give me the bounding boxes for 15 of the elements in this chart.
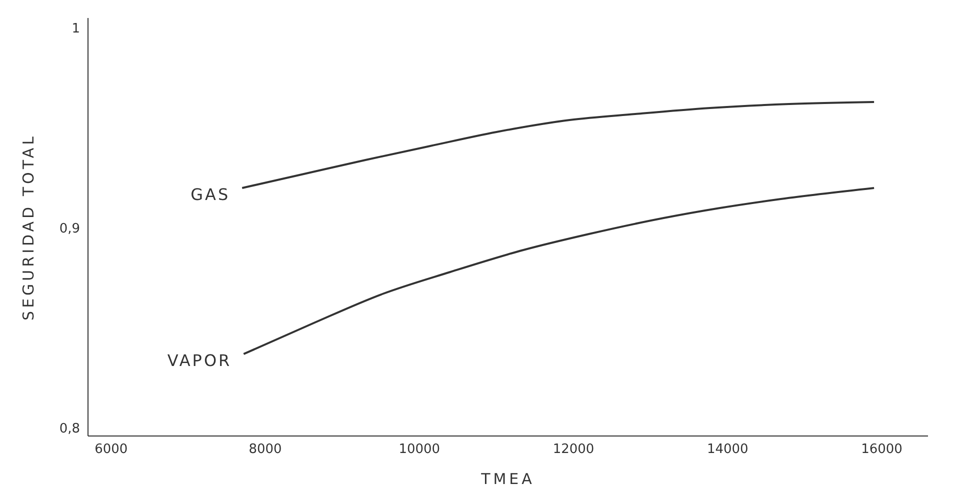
x-tick-label: 14000 — [706, 442, 748, 458]
x-tick-label: 8000 — [248, 442, 282, 458]
line-series — [241, 101, 876, 189]
x-tick-label: 6000 — [94, 442, 128, 458]
y-tick-label: 1 — [72, 22, 80, 37]
series-label: GAS — [190, 185, 230, 204]
line-series — [242, 187, 876, 355]
y-axis-title: SEGURIDAD TOTAL — [19, 134, 38, 320]
series-label: VAPOR — [167, 351, 232, 370]
y-tick-label: 0,8 — [59, 422, 80, 437]
y-tick-label: 0,9 — [59, 222, 80, 237]
x-tick-label: 12000 — [552, 442, 594, 458]
x-tick-label: 16000 — [861, 442, 902, 458]
x-tick-label: 10000 — [398, 442, 440, 458]
x-axis-title: TMEA — [480, 470, 535, 488]
